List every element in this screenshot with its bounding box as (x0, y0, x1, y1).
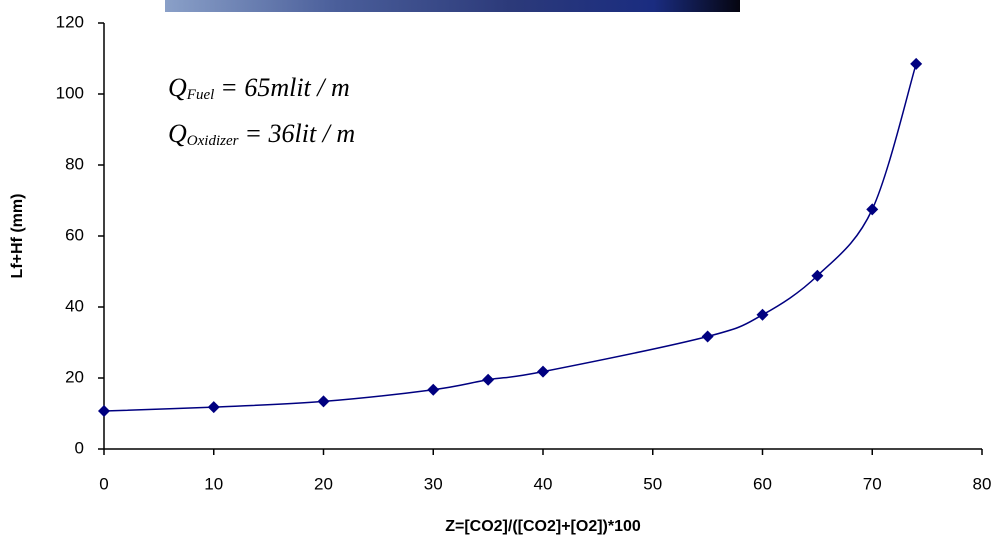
y-axis-title: Lf+Hf (mm) (9, 194, 26, 279)
annotation-symbol: Q (168, 73, 187, 102)
y-tick-label: 120 (56, 12, 84, 31)
data-point (537, 365, 549, 378)
y-tick-label: 80 (65, 154, 84, 173)
x-tick-label: 20 (314, 474, 333, 493)
annotation-subscript: Oxidizer (187, 133, 239, 149)
data-point (207, 401, 220, 414)
data-point (317, 395, 330, 408)
x-tick-label: 60 (753, 474, 772, 493)
x-tick-label: 70 (863, 474, 882, 493)
y-tick-label: 0 (75, 438, 84, 457)
x-tick-label: 0 (99, 474, 108, 493)
annotation: QOxidizer = 36lit / m (168, 119, 355, 149)
data-point (482, 373, 495, 386)
annotation-symbol: Q (168, 119, 187, 148)
data-point (866, 203, 879, 216)
data-point (756, 308, 769, 321)
flame-image-strip (165, 0, 740, 12)
x-tick-label: 40 (534, 474, 553, 493)
series-line (103, 63, 917, 412)
data-point (427, 383, 440, 396)
annotation-subscript: Fuel (186, 87, 215, 103)
data-point (811, 269, 824, 282)
y-tick-label: 60 (65, 225, 84, 244)
x-tick-label: 10 (204, 474, 223, 493)
x-axis-title: Z=[CO2]/([CO2]+[O2])*100 (445, 518, 641, 535)
x-tick-label: 30 (424, 474, 443, 493)
annotation: QFuel = 65mlit / m (168, 73, 350, 103)
x-tick-label: 80 (973, 474, 992, 493)
y-tick-label: 20 (65, 367, 84, 386)
data-point (98, 405, 110, 418)
y-tick-label: 100 (56, 83, 84, 102)
y-tick-label: 40 (65, 296, 84, 315)
x-tick-label: 50 (643, 474, 662, 493)
data-point (910, 57, 923, 70)
data-point (701, 330, 714, 343)
annotation-text: = 36lit / m (244, 119, 355, 148)
annotation-text: = 65mlit / m (220, 73, 350, 102)
